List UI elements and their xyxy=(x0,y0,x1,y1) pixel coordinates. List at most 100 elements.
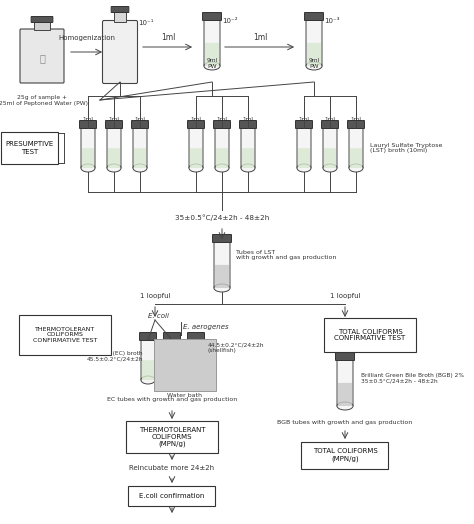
FancyBboxPatch shape xyxy=(336,353,355,361)
FancyBboxPatch shape xyxy=(214,242,230,288)
FancyBboxPatch shape xyxy=(190,148,202,168)
FancyBboxPatch shape xyxy=(107,128,121,168)
Text: E.coli confirmation: E.coli confirmation xyxy=(139,493,205,499)
FancyBboxPatch shape xyxy=(189,340,203,380)
Ellipse shape xyxy=(349,164,363,172)
FancyBboxPatch shape xyxy=(190,360,202,380)
FancyBboxPatch shape xyxy=(81,128,95,168)
FancyBboxPatch shape xyxy=(166,360,178,380)
Text: 1ml: 1ml xyxy=(161,32,175,41)
Text: 1ml: 1ml xyxy=(299,117,310,122)
Text: 44.5±0.2°C/24±2h
(shellfish): 44.5±0.2°C/24±2h (shellfish) xyxy=(208,343,264,353)
FancyBboxPatch shape xyxy=(324,148,336,168)
FancyBboxPatch shape xyxy=(301,442,389,468)
FancyBboxPatch shape xyxy=(142,360,154,380)
Text: 1ml: 1ml xyxy=(82,117,93,122)
Ellipse shape xyxy=(306,62,322,70)
Text: Reincubate more 24±2h: Reincubate more 24±2h xyxy=(129,465,215,471)
Text: Brilliant Green Bile Broth (BGB) 2%
35±0.5°C/24±2h - 48±2h: Brilliant Green Bile Broth (BGB) 2% 35±0… xyxy=(361,373,464,384)
FancyBboxPatch shape xyxy=(307,43,321,66)
Text: THERMOTOLERANT
COLIFORMS
CONFIRMATIVE TEST: THERMOTOLERANT COLIFORMS CONFIRMATIVE TE… xyxy=(33,326,97,343)
FancyBboxPatch shape xyxy=(141,340,155,380)
Ellipse shape xyxy=(323,164,337,172)
FancyBboxPatch shape xyxy=(216,148,228,168)
FancyBboxPatch shape xyxy=(215,128,229,168)
FancyBboxPatch shape xyxy=(1,132,58,164)
FancyBboxPatch shape xyxy=(295,121,312,128)
FancyBboxPatch shape xyxy=(324,318,416,352)
FancyBboxPatch shape xyxy=(215,265,229,288)
Ellipse shape xyxy=(107,164,121,172)
Text: 9ml
PW: 9ml PW xyxy=(308,58,319,69)
Text: 25g of sample +
225ml of Peptoned Water (PW): 25g of sample + 225ml of Peptoned Water … xyxy=(0,95,89,106)
Ellipse shape xyxy=(241,164,255,172)
Text: 1 loopful: 1 loopful xyxy=(140,293,170,299)
Ellipse shape xyxy=(215,164,229,172)
Ellipse shape xyxy=(141,376,155,384)
FancyBboxPatch shape xyxy=(212,235,231,243)
FancyBboxPatch shape xyxy=(165,340,179,380)
Text: Lauryl Sulfate Tryptose
(LST) broth (10ml): Lauryl Sulfate Tryptose (LST) broth (10m… xyxy=(370,143,442,154)
FancyBboxPatch shape xyxy=(80,121,97,128)
Text: TOTAL COLIFORMS
(MPN/g): TOTAL COLIFORMS (MPN/g) xyxy=(313,448,377,462)
Text: 1ml: 1ml xyxy=(109,117,119,122)
Text: 10⁻¹: 10⁻¹ xyxy=(138,20,154,26)
Text: THERMOTOLERANT
COLIFORMS
(MPN/g): THERMOTOLERANT COLIFORMS (MPN/g) xyxy=(139,427,205,447)
FancyBboxPatch shape xyxy=(108,148,120,168)
Text: E.coli (EC) broth
45.5±0.2°C/24±2h: E.coli (EC) broth 45.5±0.2°C/24±2h xyxy=(86,351,143,362)
FancyBboxPatch shape xyxy=(337,360,353,406)
Text: 10⁻³: 10⁻³ xyxy=(324,18,339,24)
FancyBboxPatch shape xyxy=(131,121,148,128)
FancyBboxPatch shape xyxy=(323,128,337,168)
FancyBboxPatch shape xyxy=(106,121,122,128)
FancyBboxPatch shape xyxy=(19,315,111,355)
Ellipse shape xyxy=(337,402,353,410)
Text: BGB tubes with growth and gas production: BGB tubes with growth and gas production xyxy=(277,420,413,425)
FancyBboxPatch shape xyxy=(188,333,204,341)
FancyBboxPatch shape xyxy=(134,148,146,168)
FancyBboxPatch shape xyxy=(304,13,323,20)
FancyBboxPatch shape xyxy=(350,148,362,168)
Text: 1ml: 1ml xyxy=(217,117,228,122)
FancyBboxPatch shape xyxy=(347,121,365,128)
FancyBboxPatch shape xyxy=(297,128,311,168)
Text: PRESUMPTIVE
TEST: PRESUMPTIVE TEST xyxy=(6,141,54,155)
Text: 1ml: 1ml xyxy=(135,117,146,122)
Bar xyxy=(34,22,50,30)
FancyBboxPatch shape xyxy=(139,333,156,341)
FancyBboxPatch shape xyxy=(126,421,218,453)
Text: TOTAL COLIFORMS
CONFIRMATIVE TEST: TOTAL COLIFORMS CONFIRMATIVE TEST xyxy=(334,329,406,342)
Text: Tubes of LST
with growth and gas production: Tubes of LST with growth and gas product… xyxy=(236,249,337,260)
Ellipse shape xyxy=(204,62,220,70)
Bar xyxy=(114,12,127,22)
FancyBboxPatch shape xyxy=(338,383,352,406)
FancyBboxPatch shape xyxy=(164,333,181,341)
FancyBboxPatch shape xyxy=(31,16,53,23)
FancyBboxPatch shape xyxy=(154,339,216,391)
FancyBboxPatch shape xyxy=(205,43,219,66)
FancyBboxPatch shape xyxy=(202,13,221,20)
Text: 🍶: 🍶 xyxy=(39,53,45,63)
Text: 1 loopful: 1 loopful xyxy=(330,293,360,299)
Ellipse shape xyxy=(297,164,311,172)
Text: 1ml: 1ml xyxy=(350,117,362,122)
FancyBboxPatch shape xyxy=(239,121,256,128)
FancyBboxPatch shape xyxy=(128,486,216,506)
Ellipse shape xyxy=(189,164,203,172)
FancyBboxPatch shape xyxy=(298,148,310,168)
Text: EC tubes with growth and gas production: EC tubes with growth and gas production xyxy=(107,397,237,402)
Text: Homogenization: Homogenization xyxy=(58,35,116,41)
FancyBboxPatch shape xyxy=(242,148,254,168)
FancyBboxPatch shape xyxy=(188,121,204,128)
FancyBboxPatch shape xyxy=(111,6,129,13)
Text: E. coli: E. coli xyxy=(148,313,169,319)
Text: E. aerogenes: E. aerogenes xyxy=(183,324,228,330)
FancyBboxPatch shape xyxy=(20,29,64,83)
Ellipse shape xyxy=(133,164,147,172)
Text: 1ml: 1ml xyxy=(243,117,254,122)
FancyBboxPatch shape xyxy=(321,121,338,128)
Text: 1ml: 1ml xyxy=(325,117,336,122)
FancyBboxPatch shape xyxy=(189,128,203,168)
Text: 10⁻²: 10⁻² xyxy=(222,18,237,24)
Ellipse shape xyxy=(81,164,95,172)
